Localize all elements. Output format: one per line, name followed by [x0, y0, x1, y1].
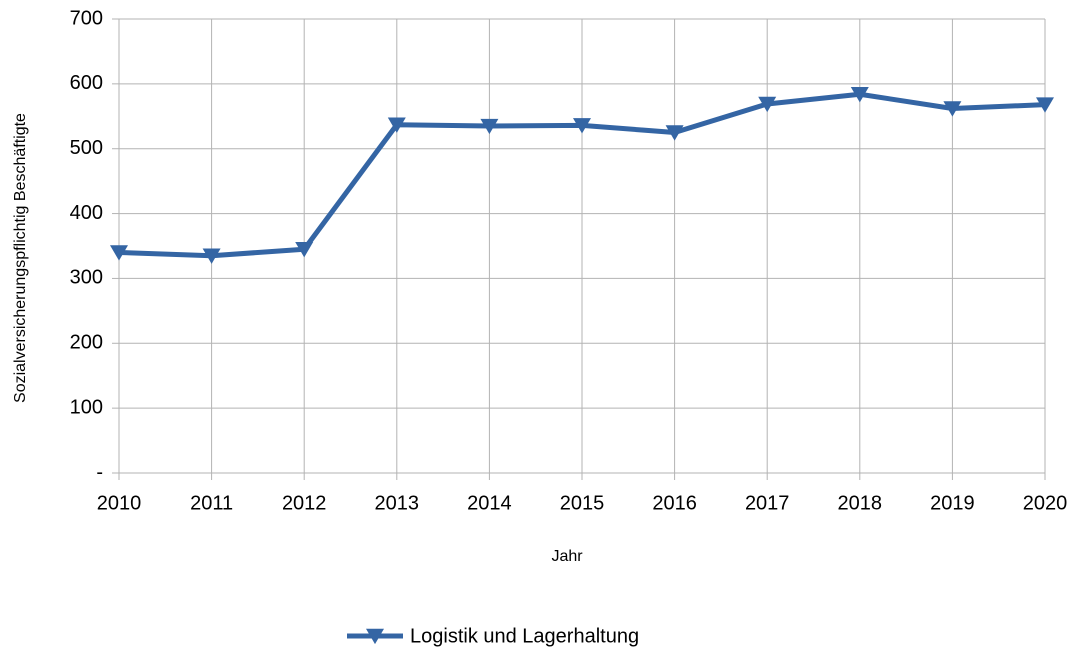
x-tick-label: 2018: [838, 492, 883, 514]
data-point: [110, 245, 128, 261]
legend-label: Logistik und Lagerhaltung: [410, 625, 639, 647]
data-point: [1036, 97, 1054, 113]
x-tick-label: 2019: [930, 492, 975, 514]
x-tick-label: 2020: [1023, 492, 1068, 514]
y-tick-label: 200: [70, 332, 103, 354]
y-tick-label: 100: [70, 396, 103, 418]
x-tick-label: 2016: [652, 492, 697, 514]
data-point: [295, 242, 314, 258]
x-tick-label: 2013: [375, 492, 420, 514]
x-tick-label: 2015: [560, 492, 605, 514]
y-axis-label: Sozialversicherungspflichtig Beschäftigt…: [12, 113, 29, 403]
x-tick-label: 2014: [467, 492, 512, 514]
y-tick-label: 300: [70, 267, 103, 289]
x-tick-label: 2011: [190, 492, 233, 514]
x-tick-label: 2010: [97, 492, 142, 514]
x-axis-label: Jahr: [551, 548, 583, 565]
data-point: [758, 96, 777, 113]
data-point: [202, 248, 221, 264]
data-point: [387, 117, 406, 133]
y-tick-label: 500: [70, 137, 103, 159]
y-tick-label: 400: [70, 202, 103, 224]
y-tick-label: 700: [70, 7, 103, 29]
y-tick-label: -: [96, 461, 103, 483]
legend-marker: [366, 628, 384, 645]
x-tick-label: 2012: [282, 492, 327, 514]
data-point: [665, 125, 684, 141]
y-tick-label: 600: [70, 72, 103, 94]
data-point: [573, 118, 591, 134]
x-tick-label: 2017: [745, 492, 790, 514]
data-point: [943, 101, 962, 117]
data-point: [850, 87, 869, 103]
data-point: [480, 118, 499, 135]
